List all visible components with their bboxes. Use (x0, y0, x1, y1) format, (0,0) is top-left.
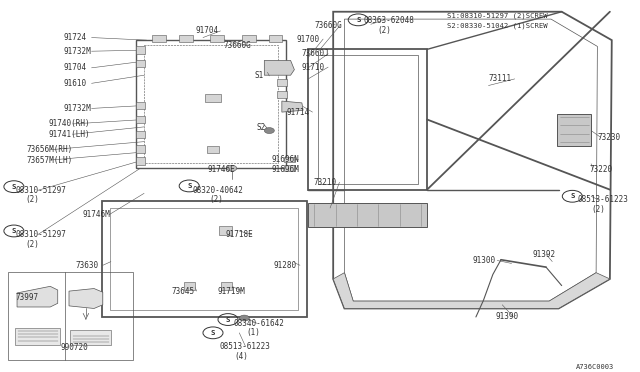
Text: 91704: 91704 (195, 26, 219, 35)
Polygon shape (179, 35, 193, 42)
Circle shape (227, 165, 237, 171)
Text: 91392: 91392 (532, 250, 556, 259)
Polygon shape (220, 225, 232, 235)
Text: 73660G: 73660G (314, 21, 342, 30)
Text: (2): (2) (209, 195, 223, 205)
Text: 91704: 91704 (64, 63, 87, 72)
Bar (70, 330, 111, 345)
Text: 73645: 73645 (172, 286, 195, 296)
Polygon shape (136, 60, 145, 67)
Polygon shape (242, 35, 255, 42)
Text: (4): (4) (234, 352, 248, 361)
Text: 990720: 990720 (61, 343, 88, 352)
Text: 91390: 91390 (496, 312, 519, 321)
Text: 73660J: 73660J (302, 49, 330, 58)
Polygon shape (136, 46, 145, 54)
Text: 08363-62048: 08363-62048 (364, 16, 414, 25)
Text: S: S (12, 228, 16, 234)
Polygon shape (221, 282, 232, 291)
Text: (1): (1) (247, 328, 260, 337)
Text: 73660G: 73660G (223, 41, 252, 50)
Text: 91714: 91714 (286, 108, 309, 116)
Text: 91724: 91724 (64, 33, 87, 42)
Polygon shape (277, 79, 287, 86)
Text: 91740(RH): 91740(RH) (49, 119, 90, 128)
Text: (2): (2) (591, 205, 605, 214)
Polygon shape (152, 35, 166, 42)
Polygon shape (136, 102, 145, 109)
Text: 73630: 73630 (76, 261, 99, 270)
Text: 91710: 91710 (302, 62, 325, 71)
Polygon shape (136, 131, 145, 138)
Text: 91696M: 91696M (272, 165, 300, 174)
Text: S: S (356, 17, 360, 23)
Text: 91280: 91280 (274, 261, 297, 270)
Text: 73210: 73210 (313, 178, 336, 187)
Text: 73230: 73230 (597, 133, 621, 142)
Text: 08320-40642: 08320-40642 (193, 186, 243, 195)
Text: S: S (12, 184, 16, 190)
Polygon shape (264, 60, 294, 75)
Text: 91732M: 91732M (64, 47, 92, 56)
Bar (8, 272, 133, 360)
Text: 91746E: 91746E (208, 165, 236, 174)
Text: A736C0003: A736C0003 (575, 364, 614, 370)
Polygon shape (308, 202, 427, 227)
Polygon shape (136, 116, 145, 123)
Text: S2: S2 (257, 123, 266, 132)
Circle shape (239, 315, 250, 321)
Polygon shape (284, 157, 295, 162)
Text: (2): (2) (25, 195, 39, 205)
Text: 91746M: 91746M (83, 210, 111, 219)
Text: S: S (226, 317, 230, 323)
Polygon shape (333, 273, 610, 308)
Text: S1:08310-51297 (2)SCREW: S1:08310-51297 (2)SCREW (447, 13, 548, 19)
Text: 08310-51297: 08310-51297 (15, 230, 66, 239)
Text: 73997: 73997 (15, 293, 38, 302)
Text: 91719M: 91719M (218, 286, 245, 296)
Polygon shape (211, 35, 224, 42)
Polygon shape (269, 35, 282, 42)
Polygon shape (205, 94, 221, 102)
Polygon shape (277, 91, 287, 98)
Text: 08513-61223: 08513-61223 (577, 195, 628, 205)
Text: S: S (570, 193, 575, 199)
Polygon shape (184, 282, 195, 291)
Text: 73656M(RH): 73656M(RH) (26, 145, 73, 154)
Bar (15, 328, 60, 345)
Text: 73657M(LH): 73657M(LH) (26, 155, 73, 164)
Polygon shape (207, 147, 220, 153)
Circle shape (264, 128, 275, 134)
Text: 91700: 91700 (297, 35, 320, 44)
Polygon shape (136, 145, 145, 153)
Text: 91718E: 91718E (225, 230, 253, 239)
Text: 91300: 91300 (472, 256, 495, 265)
Polygon shape (69, 289, 103, 308)
Text: 91732M: 91732M (64, 104, 92, 113)
Text: 73220: 73220 (590, 165, 613, 174)
Polygon shape (136, 157, 145, 164)
Text: S1: S1 (255, 71, 264, 80)
Text: 73111: 73111 (488, 74, 511, 83)
Text: S: S (187, 183, 191, 189)
Text: 91610: 91610 (64, 79, 87, 88)
Text: 91741(LH): 91741(LH) (49, 130, 90, 139)
Polygon shape (282, 101, 303, 112)
Polygon shape (284, 166, 295, 171)
Text: 91696N: 91696N (272, 155, 300, 164)
Polygon shape (17, 286, 58, 307)
Text: S2:08330-51042 (1)SCREW: S2:08330-51042 (1)SCREW (447, 22, 548, 29)
Text: S: S (211, 330, 215, 336)
Text: 08513-61223: 08513-61223 (220, 342, 270, 351)
Polygon shape (557, 114, 591, 146)
Text: (2): (2) (25, 240, 39, 249)
Text: (2): (2) (377, 26, 391, 35)
Text: 08310-51297: 08310-51297 (15, 186, 66, 195)
Text: 08340-61642: 08340-61642 (233, 319, 284, 328)
